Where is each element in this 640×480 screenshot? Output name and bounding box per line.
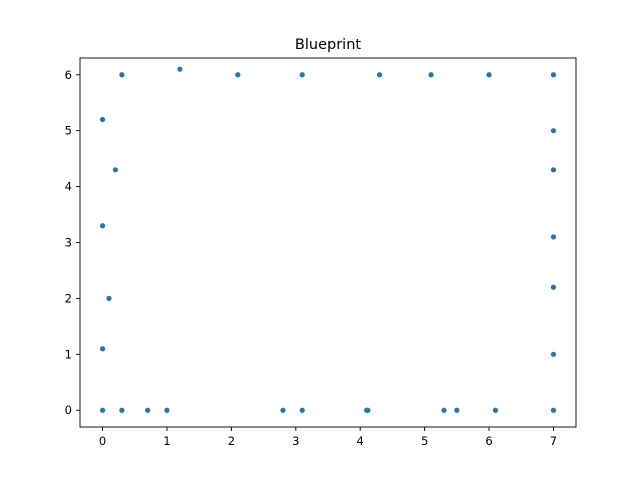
y-tick-label: 5 [65, 124, 72, 138]
data-point [99, 223, 106, 229]
x-tick-label: 4 [357, 434, 364, 448]
data-point [550, 407, 557, 413]
data-point [550, 284, 557, 290]
data-point [486, 72, 492, 78]
data-point [280, 407, 286, 413]
data-point [441, 407, 447, 413]
data-point [99, 116, 106, 123]
data-point [177, 66, 183, 72]
plot-area-frame [79, 57, 577, 428]
x-tick-label: 2 [228, 434, 235, 448]
data-point [428, 72, 434, 78]
y-tick-label: 4 [65, 180, 72, 194]
y-tick-label: 2 [65, 291, 72, 305]
y-tick-label: 6 [65, 68, 72, 82]
axis-ticks: 0 1 2 3 4 5 6 7 0 1 2 3 4 5 6 [65, 68, 557, 448]
data-point [550, 351, 557, 357]
data-point [454, 407, 460, 413]
data-point [376, 72, 383, 78]
data-point [99, 407, 106, 413]
data-point [299, 407, 305, 413]
data-point [550, 167, 557, 173]
data-point [235, 72, 241, 78]
data-point [299, 72, 305, 78]
data-point [550, 72, 557, 78]
data-point [164, 407, 170, 413]
data-point [119, 72, 125, 78]
y-tick-label: 1 [65, 347, 72, 361]
data-point [492, 407, 499, 413]
x-tick-label: 3 [292, 434, 299, 448]
y-tick-label: 0 [65, 403, 72, 417]
data-point [145, 407, 151, 413]
x-tick-label: 1 [163, 434, 170, 448]
data-point [112, 167, 119, 173]
chart-title: Blueprint [295, 37, 361, 53]
x-tick-label: 7 [550, 434, 557, 448]
y-tick-label: 3 [65, 236, 72, 250]
data-point [99, 346, 106, 352]
x-tick-label: 5 [421, 434, 428, 448]
data-points [99, 66, 557, 413]
x-tick-label: 0 [99, 434, 106, 448]
data-point [119, 407, 125, 413]
data-point [550, 234, 557, 240]
data-point [550, 128, 557, 134]
data-point [106, 295, 112, 302]
data-point [365, 407, 371, 413]
x-tick-label: 6 [485, 434, 492, 448]
